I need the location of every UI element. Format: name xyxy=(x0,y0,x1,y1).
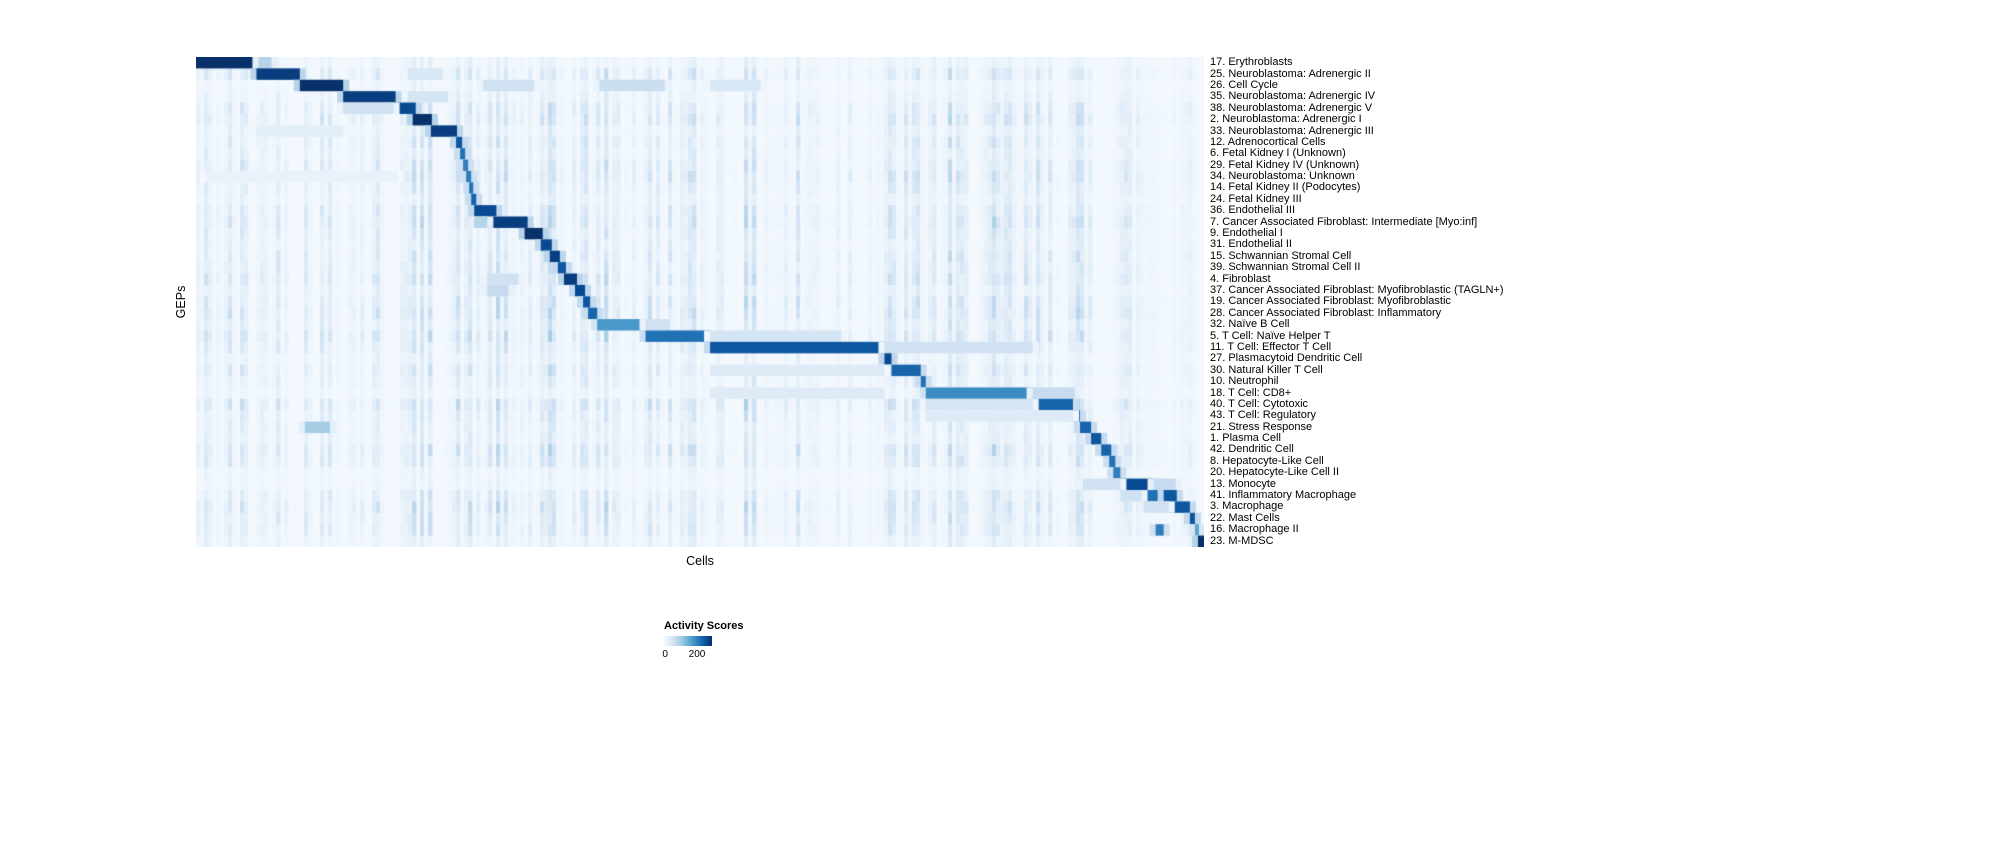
row-label: 28. Cancer Associated Fibroblast: Inflam… xyxy=(1210,306,1442,319)
row-label: 36. Endothelial III xyxy=(1210,204,1296,217)
heatmap-canvas xyxy=(196,57,1204,547)
row-label: 15. Schwannian Stromal Cell xyxy=(1210,249,1352,262)
row-labels: 17. Erythroblasts 25. Neuroblastoma: Adre… xyxy=(1210,56,1770,547)
row-label: 39. Schwannian Stromal Cell II xyxy=(1210,261,1361,274)
row-label: 25. Neuroblastoma: Adrenergic II xyxy=(1210,67,1371,80)
legend: Activity Scores 0 200 xyxy=(662,620,804,663)
row-label: 6. Fetal Kidney I (Unknown) xyxy=(1210,147,1346,160)
y-axis-label: GEPs xyxy=(174,285,188,319)
colorbar-min-label: 0 xyxy=(662,649,668,660)
x-axis-label: Cells xyxy=(686,554,714,568)
row-label: 41. Inflammatory Macrophage xyxy=(1210,489,1357,502)
row-label: 23. M-MDSC xyxy=(1210,534,1274,547)
colorbar-gradient xyxy=(664,636,712,646)
row-label: 30. Natural Killer T Cell xyxy=(1210,363,1323,376)
row-label: 14. Fetal Kidney II (Podocytes) xyxy=(1210,181,1361,194)
row-label: 32. Naïve B Cell xyxy=(1210,318,1290,331)
row-label: 13. Monocyte xyxy=(1210,477,1277,490)
row-label: 34. Neuroblastoma: Unknown xyxy=(1210,170,1355,183)
row-label: 9. Endothelial I xyxy=(1210,227,1283,240)
row-label: 5. T Cell: Naïve Helper T xyxy=(1210,329,1331,342)
row-label: 27. Plasmacytoid Dendritic Cell xyxy=(1210,352,1363,365)
row-label: 42. Dendritic Cell xyxy=(1210,443,1294,456)
row-label: 16. Macrophage II xyxy=(1210,523,1299,536)
row-label: 24. Fetal Kidney III xyxy=(1210,192,1302,205)
row-label: 4. Fibroblast xyxy=(1210,272,1271,285)
row-label: 22. Mast Cells xyxy=(1210,511,1280,524)
row-label: 11. T Cell: Effector T Cell xyxy=(1210,340,1332,353)
row-label: 10. Neutrophil xyxy=(1210,375,1279,388)
row-label: 18. T Cell: CD8+ xyxy=(1210,386,1292,399)
colorbar-ticks: 0 200 xyxy=(662,649,712,663)
row-label: 8. Hepatocyte-Like Cell xyxy=(1210,454,1324,467)
row-label: 35. Neuroblastoma: Adrenergic IV xyxy=(1210,90,1376,103)
row-label: 38. Neuroblastoma: Adrenergic V xyxy=(1210,101,1373,114)
row-label: 1. Plasma Cell xyxy=(1210,432,1281,445)
row-label: 37. Cancer Associated Fibroblast: Myofib… xyxy=(1210,284,1504,296)
row-label: 40. T Cell: Cytotoxic xyxy=(1210,397,1309,410)
row-label: 12. Adrenocortical Cells xyxy=(1210,135,1326,148)
row-label: 3. Macrophage xyxy=(1210,500,1284,513)
legend-title: Activity Scores xyxy=(664,620,744,632)
row-label: 26. Cell Cycle xyxy=(1210,78,1278,91)
row-label: 20. Hepatocyte-Like Cell II xyxy=(1210,466,1340,479)
row-label: 21. Stress Response xyxy=(1210,420,1313,433)
row-label: 29. Fetal Kidney IV (Unknown) xyxy=(1210,158,1360,171)
row-label: 17. Erythroblasts xyxy=(1210,56,1293,69)
colorbar-max-label: 200 xyxy=(688,649,706,660)
row-label: 33. Neuroblastoma: Adrenergic III xyxy=(1210,124,1374,137)
row-label: 19. Cancer Associated Fibroblast: Myofib… xyxy=(1210,295,1451,308)
row-label: 31. Endothelial II xyxy=(1210,238,1292,251)
row-label: 43. T Cell: Regulatory xyxy=(1210,409,1316,422)
row-label: 2. Neuroblastoma: Adrenergic I xyxy=(1210,113,1362,126)
row-label: 7. Cancer Associated Fibroblast: Interme… xyxy=(1210,215,1478,228)
